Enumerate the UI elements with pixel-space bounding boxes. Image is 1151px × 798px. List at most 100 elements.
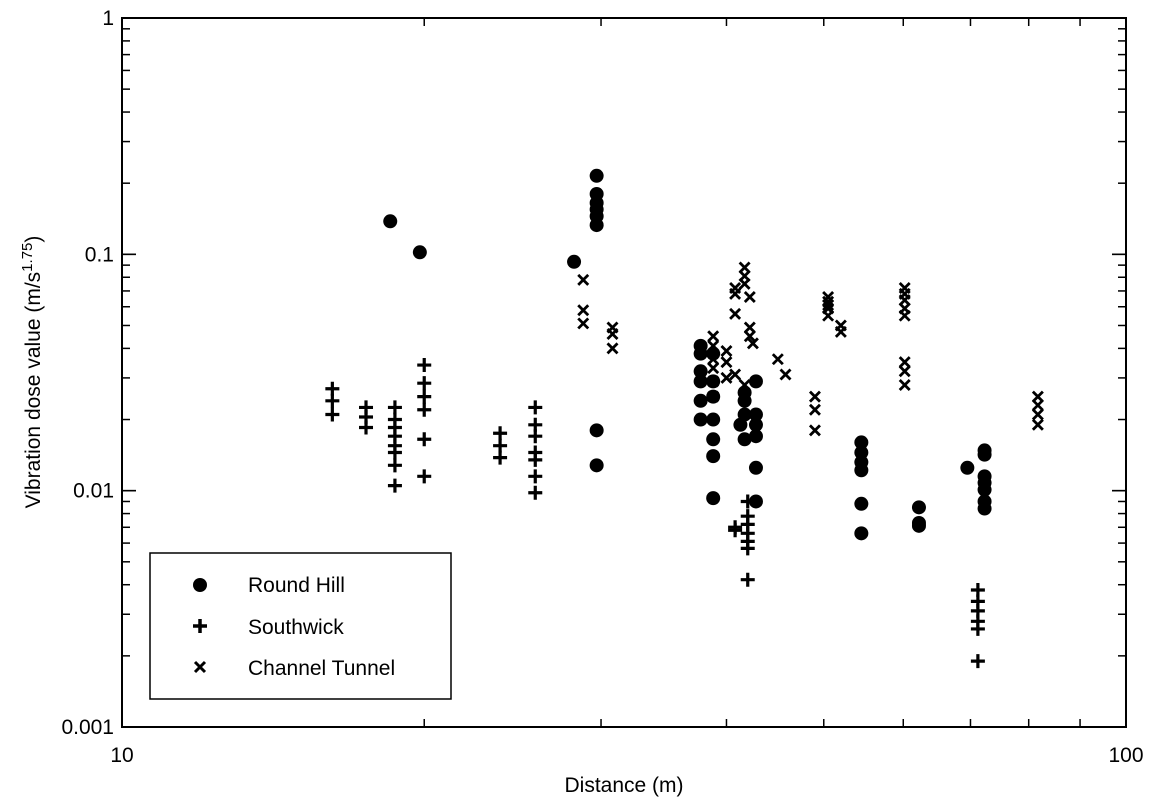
southwick-point: [970, 621, 985, 636]
round-hill-point: [589, 218, 604, 233]
round-hill-point: [977, 501, 992, 516]
channel-tunnel-point: [720, 344, 733, 357]
round-hill-point: [854, 445, 869, 460]
southwick-point: [387, 458, 402, 473]
round-hill-point: [589, 423, 604, 438]
channel-tunnel-point: [808, 390, 821, 403]
y-tick-label: 0.01: [73, 480, 114, 503]
channel-tunnel-point: [1031, 408, 1044, 421]
y-axis-title-exponent: 1.75: [19, 243, 36, 272]
southwick-point: [493, 426, 508, 441]
channel-tunnel-point: [577, 317, 590, 330]
southwick-point: [359, 420, 374, 435]
channel-tunnel-point: [771, 353, 784, 366]
round-hill-point: [693, 346, 708, 361]
round-hill-point: [748, 417, 763, 432]
round-hill-point: [693, 393, 708, 408]
legend-item-channel-tunnel: Channel Tunnel: [193, 657, 395, 680]
channel-tunnel-point: [729, 307, 742, 320]
minor-ticks: [121, 17, 1127, 728]
channel-tunnel-point: [743, 290, 756, 303]
y-tick-label: 0.1: [85, 243, 114, 266]
tick-labels: 10 100 0.001 0.01 0.1 1: [61, 7, 1143, 767]
round-hill-point: [693, 364, 708, 379]
southwick-point: [728, 523, 743, 538]
southwick-point: [417, 389, 432, 404]
southwick-point: [325, 393, 340, 408]
channel-tunnel-point: [720, 356, 733, 369]
channel-tunnel-point: [577, 304, 590, 317]
channel-tunnel-point: [743, 330, 756, 343]
channel-tunnel-point: [1031, 399, 1044, 412]
channel-tunnel-point: [822, 309, 835, 322]
channel-tunnel-point: [1031, 418, 1044, 431]
y-tick-label: 0.001: [61, 716, 114, 739]
channel-tunnel-point: [743, 321, 756, 334]
round-hill-point: [589, 458, 604, 473]
channel-tunnel-point: [898, 365, 911, 378]
round-hill-point: [706, 412, 721, 427]
channel-tunnel-point: [577, 273, 590, 286]
channel-tunnel-point: [808, 424, 821, 437]
southwick-point: [740, 541, 755, 556]
channel-tunnel-point: [606, 342, 619, 355]
round-hill-point: [412, 245, 427, 260]
round-hill-point: [748, 494, 763, 509]
data-points: [325, 168, 1044, 669]
round-hill-point: [854, 496, 869, 511]
plot-frame: [121, 17, 1127, 728]
channel-tunnel-point: [729, 287, 742, 300]
legend-item-southwick: Southwick: [193, 616, 344, 639]
legend-marker-southwick: [193, 619, 207, 633]
channel-tunnel-point: [808, 403, 821, 416]
round-hill-point: [706, 432, 721, 447]
x-tick-label: 10: [110, 744, 133, 767]
round-hill-point: [911, 500, 926, 515]
round-hill-point: [960, 460, 975, 475]
legend-label-round-hill: Round Hill: [248, 574, 345, 597]
southwick-point: [417, 402, 432, 417]
southwick-point: [740, 572, 755, 587]
southwick-point: [325, 407, 340, 422]
southwick-point: [417, 432, 432, 447]
legend-marker-channel-tunnel: [193, 660, 207, 674]
x-tick-label: 100: [1108, 744, 1143, 767]
round-hill-point: [706, 491, 721, 506]
round-hill-point: [748, 460, 763, 475]
southwick-point: [417, 469, 432, 484]
round-hill-point: [854, 435, 869, 450]
channel-tunnel-point: [834, 325, 847, 338]
southwick-point: [417, 376, 432, 391]
southwick-point: [528, 452, 543, 467]
channel-tunnel-point: [898, 378, 911, 391]
legend: Round Hill Southwick Channel Tunnel: [149, 552, 452, 700]
southwick-point: [528, 469, 543, 484]
legend-marker-round-hill: [193, 578, 207, 592]
round-hill-point: [977, 482, 992, 497]
southwick-point: [387, 478, 402, 493]
southwick-point: [493, 438, 508, 453]
channel-tunnel-point: [898, 309, 911, 322]
channel-tunnel-point: [606, 328, 619, 341]
channel-tunnel-point: [707, 353, 720, 366]
southwick-point: [528, 429, 543, 444]
channel-tunnel-point: [779, 368, 792, 381]
southwick-point: [387, 445, 402, 460]
round-hill-point: [567, 254, 582, 269]
round-hill-point: [737, 407, 752, 422]
channel-tunnel-point: [707, 362, 720, 375]
round-hill-point: [854, 526, 869, 541]
channel-tunnel-point: [707, 330, 720, 343]
round-hill-point: [911, 518, 926, 533]
channel-tunnel-point: [707, 390, 720, 403]
southwick-point: [325, 381, 340, 396]
southwick-point: [387, 400, 402, 415]
round-hill-point: [693, 374, 708, 389]
channel-tunnel-point: [822, 299, 835, 312]
legend-label-southwick: Southwick: [248, 616, 344, 639]
legend-item-round-hill: Round Hill: [193, 574, 345, 597]
round-hill-point: [589, 168, 604, 183]
y-axis-title: Vibration dose value (m/s1.75): [19, 236, 45, 509]
southwick-point: [417, 358, 432, 373]
